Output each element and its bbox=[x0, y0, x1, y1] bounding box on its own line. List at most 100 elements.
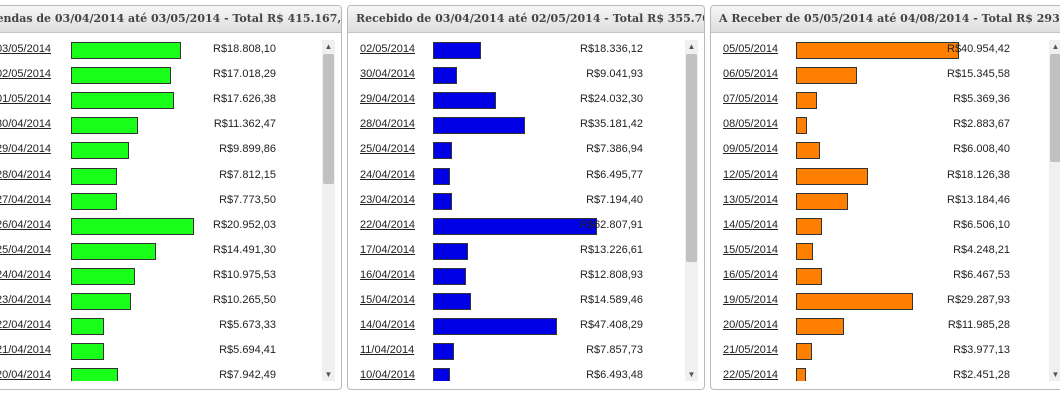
table-row: 12/05/2014 R$18.126,38 bbox=[711, 166, 1046, 186]
row-date-link[interactable]: 20/04/2014 bbox=[0, 369, 52, 381]
row-value: R$2.883,67 bbox=[953, 118, 1010, 130]
row-value: R$13.226,61 bbox=[580, 244, 643, 256]
row-date-link[interactable]: 26/04/2014 bbox=[0, 219, 52, 231]
row-value: R$6.467,53 bbox=[953, 269, 1010, 281]
row-bar bbox=[796, 117, 807, 134]
row-date-link[interactable]: 25/04/2014 bbox=[360, 143, 416, 155]
row-date-link[interactable]: 23/04/2014 bbox=[0, 294, 52, 306]
row-date-link[interactable]: 24/04/2014 bbox=[360, 169, 416, 181]
scroll-down-icon[interactable]: ▼ bbox=[324, 370, 333, 379]
table-row: 21/04/2014 R$5.694,41 bbox=[0, 341, 316, 361]
row-bar bbox=[796, 92, 817, 109]
scroll-up-icon[interactable]: ▲ bbox=[687, 42, 696, 51]
row-date-link[interactable]: 30/04/2014 bbox=[360, 68, 416, 80]
table-row: 01/05/2014 R$17.626,38 bbox=[0, 90, 316, 110]
received-scrollbar[interactable]: ▲ ▼ bbox=[685, 40, 698, 381]
row-date-link[interactable]: 25/04/2014 bbox=[0, 244, 52, 256]
row-date-link[interactable]: 17/04/2014 bbox=[360, 244, 416, 256]
row-date-link[interactable]: 10/04/2014 bbox=[360, 369, 416, 381]
sales-scrollbar[interactable]: ▲ ▼ bbox=[322, 40, 335, 381]
row-bar bbox=[71, 92, 174, 109]
table-row: 24/04/2014 R$10.975,53 bbox=[0, 266, 316, 286]
row-bar bbox=[71, 42, 181, 59]
row-date-link[interactable]: 01/05/2014 bbox=[0, 93, 52, 105]
row-date-link[interactable]: 28/04/2014 bbox=[0, 169, 52, 181]
scroll-down-icon[interactable]: ▼ bbox=[687, 370, 696, 379]
receivable-panel-title: A Receber de 05/05/2014 até 04/08/2014 -… bbox=[711, 6, 1060, 33]
row-date-link[interactable]: 14/05/2014 bbox=[723, 219, 779, 231]
received-scroll-thumb[interactable] bbox=[686, 54, 697, 262]
row-value: R$13.184,46 bbox=[947, 194, 1010, 206]
row-date-link[interactable]: 15/05/2014 bbox=[723, 244, 779, 256]
scroll-up-icon[interactable]: ▲ bbox=[1051, 42, 1060, 51]
row-date-link[interactable]: 06/05/2014 bbox=[723, 68, 779, 80]
table-row: 25/04/2014 R$7.386,94 bbox=[348, 140, 679, 160]
row-value: R$5.694,41 bbox=[219, 344, 276, 356]
row-bar bbox=[433, 343, 454, 360]
row-date-link[interactable]: 19/05/2014 bbox=[723, 294, 779, 306]
row-date-link[interactable]: 29/04/2014 bbox=[360, 93, 416, 105]
table-row: 30/04/2014 R$11.362,47 bbox=[0, 115, 316, 135]
row-date-link[interactable]: 14/04/2014 bbox=[360, 319, 416, 331]
receivable-scrollbar[interactable]: ▲ ▼ bbox=[1049, 40, 1060, 381]
row-date-link[interactable]: 20/05/2014 bbox=[723, 319, 779, 331]
table-row: 05/05/2014 R$40.954,42 bbox=[711, 40, 1046, 60]
sales-scroll-thumb[interactable] bbox=[323, 54, 334, 184]
row-value: R$18.126,38 bbox=[947, 169, 1010, 181]
row-value: R$35.181,42 bbox=[580, 118, 643, 130]
sales-panel-title: Vendas de 03/04/2014 até 03/05/2014 - To… bbox=[0, 6, 341, 33]
table-row: 20/05/2014 R$11.985,28 bbox=[711, 316, 1046, 336]
table-row: 28/04/2014 R$35.181,42 bbox=[348, 115, 679, 135]
row-date-link[interactable]: 29/04/2014 bbox=[0, 143, 52, 155]
table-row: 20/04/2014 R$7.942,49 bbox=[0, 366, 316, 381]
row-date-link[interactable]: 22/05/2014 bbox=[723, 369, 779, 381]
row-date-link[interactable]: 21/05/2014 bbox=[723, 344, 779, 356]
row-date-link[interactable]: 24/04/2014 bbox=[0, 269, 52, 281]
scroll-up-icon[interactable]: ▲ bbox=[324, 42, 333, 51]
row-date-link[interactable]: 22/04/2014 bbox=[0, 319, 52, 331]
table-row: 22/05/2014 R$2.451,28 bbox=[711, 366, 1046, 381]
row-date-link[interactable]: 28/04/2014 bbox=[360, 118, 416, 130]
row-bar bbox=[796, 243, 813, 260]
table-row: 11/04/2014 R$7.857,73 bbox=[348, 341, 679, 361]
row-bar bbox=[796, 42, 959, 59]
row-date-link[interactable]: 12/05/2014 bbox=[723, 169, 779, 181]
row-date-link[interactable]: 02/05/2014 bbox=[360, 43, 416, 55]
row-date-link[interactable]: 07/05/2014 bbox=[723, 93, 779, 105]
received-panel: Recebido de 03/04/2014 até 02/05/2014 - … bbox=[347, 5, 705, 390]
row-date-link[interactable]: 11/04/2014 bbox=[360, 344, 415, 356]
row-date-link[interactable]: 22/04/2014 bbox=[360, 219, 416, 231]
row-date-link[interactable]: 08/05/2014 bbox=[723, 118, 779, 130]
row-bar bbox=[796, 268, 822, 285]
row-date-link[interactable]: 23/04/2014 bbox=[360, 194, 416, 206]
row-date-link[interactable]: 05/05/2014 bbox=[723, 43, 779, 55]
row-value: R$9.899,86 bbox=[219, 143, 276, 155]
row-date-link[interactable]: 02/05/2014 bbox=[0, 68, 52, 80]
row-date-link[interactable]: 13/05/2014 bbox=[723, 194, 779, 206]
row-date-link[interactable]: 30/04/2014 bbox=[0, 118, 52, 130]
row-bar bbox=[433, 168, 450, 185]
table-row: 29/04/2014 R$9.899,86 bbox=[0, 140, 316, 160]
row-value: R$62.807,91 bbox=[580, 219, 643, 231]
sales-panel: Vendas de 03/04/2014 até 03/05/2014 - To… bbox=[0, 5, 342, 390]
table-row: 16/05/2014 R$6.467,53 bbox=[711, 266, 1046, 286]
table-row: 06/05/2014 R$15.345,58 bbox=[711, 65, 1046, 85]
row-date-link[interactable]: 16/05/2014 bbox=[723, 269, 779, 281]
row-date-link[interactable]: 21/04/2014 bbox=[0, 344, 52, 356]
scroll-down-icon[interactable]: ▼ bbox=[1051, 370, 1060, 379]
row-date-link[interactable]: 03/05/2014 bbox=[0, 43, 52, 55]
table-row: 28/04/2014 R$7.812,15 bbox=[0, 166, 316, 186]
row-value: R$10.975,53 bbox=[213, 269, 276, 281]
row-date-link[interactable]: 16/04/2014 bbox=[360, 269, 416, 281]
row-date-link[interactable]: 09/05/2014 bbox=[723, 143, 779, 155]
row-bar bbox=[71, 243, 156, 260]
row-date-link[interactable]: 15/04/2014 bbox=[360, 294, 416, 306]
table-row: 15/04/2014 R$14.589,46 bbox=[348, 291, 679, 311]
row-bar bbox=[71, 318, 104, 335]
receivable-scroll-thumb[interactable] bbox=[1050, 54, 1060, 162]
table-row: 07/05/2014 R$5.369,36 bbox=[711, 90, 1046, 110]
row-value: R$14.491,30 bbox=[213, 244, 276, 256]
row-date-link[interactable]: 27/04/2014 bbox=[0, 194, 52, 206]
row-value: R$47.408,29 bbox=[580, 319, 643, 331]
row-bar bbox=[433, 193, 452, 210]
